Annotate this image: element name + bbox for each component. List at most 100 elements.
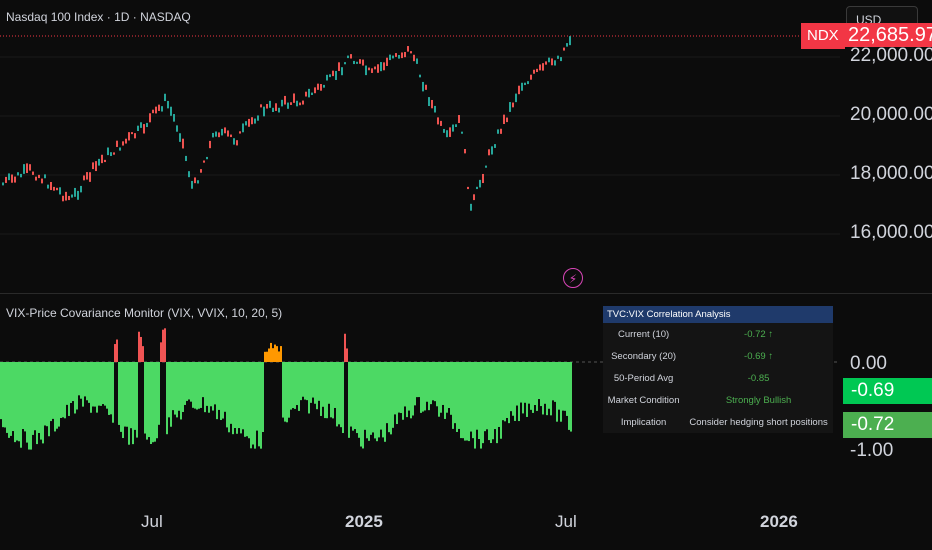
- indicator-chart[interactable]: [0, 295, 840, 495]
- candle: [560, 57, 562, 62]
- row-value: -0.69 ↑: [684, 345, 833, 367]
- candle: [197, 180, 199, 184]
- histogram-bar: [152, 362, 154, 443]
- candle: [230, 134, 232, 138]
- histogram-bar: [132, 362, 134, 445]
- correlation-table: TVC:VIX Correlation Analysis Current (10…: [603, 306, 833, 433]
- histogram-bar: [384, 362, 386, 442]
- histogram-bar: [292, 362, 294, 409]
- histogram-bar: [66, 362, 68, 405]
- histogram-bar: [324, 362, 326, 419]
- histogram-bar: [306, 362, 308, 401]
- histogram-bar: [534, 362, 536, 406]
- histogram-bar: [402, 362, 404, 420]
- histogram-bar: [352, 362, 354, 431]
- histogram-bar: [150, 362, 152, 445]
- indicator-value-badge: -0.69: [843, 378, 932, 404]
- candle: [35, 176, 37, 181]
- candle: [437, 117, 439, 125]
- histogram-bar: [124, 362, 126, 427]
- histogram-bar: [382, 362, 384, 438]
- histogram-bar: [454, 362, 456, 424]
- candle: [194, 177, 196, 184]
- histogram-bar: [106, 362, 108, 409]
- table-row: Secondary (20) -0.69 ↑: [603, 345, 833, 367]
- histogram-bar: [158, 362, 160, 425]
- table-row: 50-Period Avg -0.85: [603, 367, 833, 389]
- histogram-bar: [436, 362, 438, 407]
- histogram-bar: [464, 362, 466, 441]
- candle: [407, 46, 409, 52]
- candle: [461, 131, 463, 134]
- histogram-bar: [480, 362, 482, 449]
- candle: [344, 62, 346, 65]
- candle: [20, 173, 22, 178]
- histogram-bar: [286, 362, 288, 423]
- histogram-bar: [232, 362, 234, 435]
- candle: [59, 187, 61, 195]
- histogram-bar: [424, 362, 426, 411]
- histogram-bar: [284, 362, 286, 422]
- price-chart[interactable]: [0, 0, 840, 295]
- histogram-bar: [388, 362, 390, 433]
- indicator-title[interactable]: VIX-Price Covariance Monitor (VIX, VVIX,…: [6, 306, 283, 320]
- histogram-bar: [184, 362, 186, 405]
- candle: [443, 128, 445, 133]
- time-tick: Jul: [141, 512, 163, 531]
- candle: [452, 124, 454, 132]
- candle: [419, 74, 421, 78]
- histogram-bar: [180, 362, 182, 420]
- histogram-bar: [250, 362, 252, 449]
- histogram-bar: [38, 362, 40, 434]
- histogram-bar: [368, 362, 370, 441]
- candle: [107, 147, 109, 156]
- histogram-bar: [380, 362, 382, 430]
- histogram-bar: [84, 362, 86, 397]
- histogram-bar: [328, 362, 330, 404]
- histogram-bar: [570, 362, 572, 432]
- histogram-bar: [552, 362, 554, 401]
- candle: [305, 91, 307, 97]
- histogram-bar: [498, 362, 500, 427]
- candle: [149, 113, 151, 123]
- candle: [347, 55, 349, 59]
- histogram-bar: [8, 362, 10, 438]
- histogram-bar: [496, 362, 498, 444]
- pane-divider[interactable]: [0, 293, 932, 294]
- histogram-bar: [22, 362, 24, 430]
- candle: [92, 162, 94, 170]
- candle: [104, 159, 106, 163]
- histogram-bar: [474, 362, 476, 449]
- histogram-bar: [538, 362, 540, 400]
- histogram-bar: [242, 362, 244, 430]
- histogram-bar: [554, 362, 556, 402]
- histogram-bar: [390, 362, 392, 435]
- histogram-bar: [148, 362, 150, 438]
- histogram-bar: [194, 362, 196, 409]
- candle: [533, 69, 535, 74]
- indicator-tick: 0.00: [850, 353, 887, 374]
- lightning-icon[interactable]: ⚡: [563, 268, 583, 288]
- candle: [110, 152, 112, 157]
- candle: [119, 147, 121, 151]
- histogram-bar: [254, 362, 256, 449]
- histogram-bar: [162, 329, 164, 362]
- histogram-bar: [6, 362, 8, 433]
- candle: [251, 117, 253, 125]
- candle: [467, 186, 469, 190]
- histogram-bar: [288, 362, 290, 418]
- histogram-bar: [320, 362, 322, 416]
- histogram-bar: [204, 362, 206, 413]
- candle: [65, 191, 67, 201]
- candle: [68, 195, 70, 201]
- histogram-bar: [12, 362, 14, 432]
- candle: [263, 106, 265, 117]
- histogram-bar: [362, 362, 364, 449]
- candle: [14, 176, 16, 183]
- histogram-bar: [528, 362, 530, 404]
- histogram-bar: [458, 362, 460, 429]
- histogram-bar: [332, 362, 334, 419]
- candle: [539, 64, 541, 71]
- candle: [125, 138, 127, 144]
- candle: [239, 131, 241, 134]
